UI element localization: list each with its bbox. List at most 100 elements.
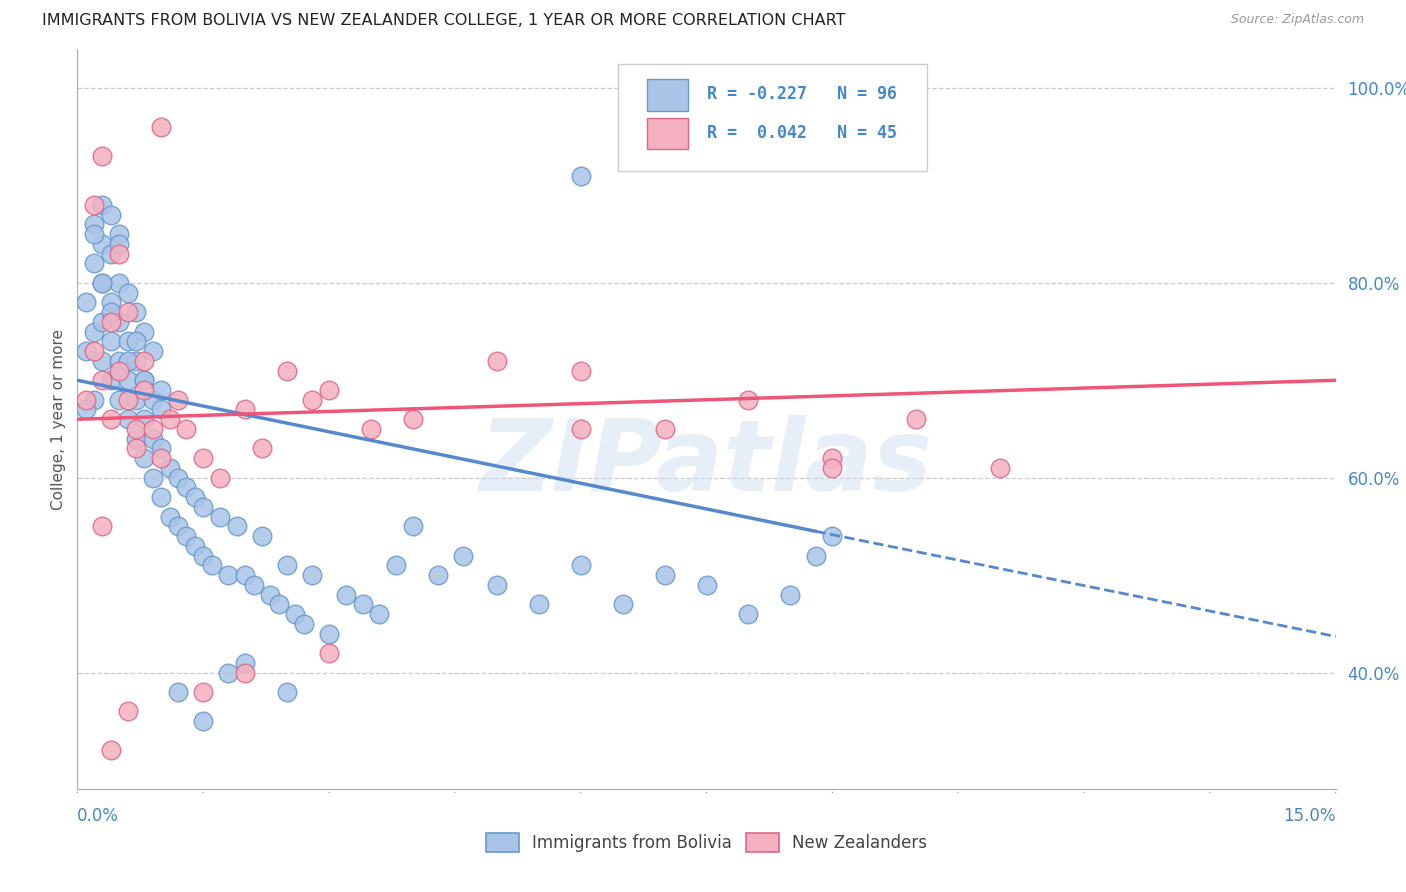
Point: [301, 392, 323, 407]
Point: [335, 588, 357, 602]
Point: [804, 549, 827, 563]
Point: [176, 529, 198, 543]
Point: [250, 529, 273, 543]
Point: [150, 383, 173, 397]
Point: [233, 402, 256, 417]
Point: [117, 412, 139, 426]
Point: [83, 198, 105, 212]
Point: [191, 714, 215, 729]
Point: [83, 325, 105, 339]
Point: [100, 305, 122, 319]
Point: [91, 315, 114, 329]
FancyBboxPatch shape: [647, 79, 688, 111]
Legend: Immigrants from Bolivia, New Zealanders: Immigrants from Bolivia, New Zealanders: [479, 827, 934, 859]
Point: [83, 256, 105, 270]
Point: [75, 402, 97, 417]
Point: [75, 295, 97, 310]
Point: [250, 442, 273, 456]
Point: [233, 665, 256, 680]
Point: [217, 665, 239, 680]
Text: Source: ZipAtlas.com: Source: ZipAtlas.com: [1230, 13, 1364, 27]
Point: [242, 578, 264, 592]
FancyBboxPatch shape: [647, 118, 688, 149]
Point: [83, 218, 105, 232]
Point: [485, 353, 508, 368]
Point: [108, 353, 131, 368]
Point: [108, 392, 131, 407]
Point: [125, 353, 148, 368]
Point: [150, 402, 173, 417]
Point: [83, 344, 105, 359]
Point: [360, 422, 382, 436]
Point: [134, 325, 156, 339]
Point: [150, 490, 173, 504]
Point: [150, 442, 173, 456]
Point: [988, 461, 1011, 475]
Point: [233, 568, 256, 582]
Point: [150, 451, 173, 466]
Point: [134, 353, 156, 368]
Point: [134, 373, 156, 387]
Point: [125, 422, 148, 436]
Point: [108, 363, 131, 377]
Point: [654, 422, 676, 436]
Point: [259, 588, 281, 602]
Text: R = -0.227   N = 96: R = -0.227 N = 96: [707, 86, 897, 103]
Point: [427, 568, 450, 582]
Point: [301, 568, 323, 582]
Point: [821, 529, 844, 543]
Point: [318, 626, 340, 640]
Point: [276, 558, 298, 573]
Point: [142, 344, 165, 359]
Point: [191, 549, 215, 563]
Point: [150, 120, 173, 134]
Point: [117, 334, 139, 349]
Point: [108, 236, 131, 251]
Point: [117, 353, 139, 368]
Point: [117, 305, 139, 319]
Point: [125, 432, 148, 446]
Point: [125, 442, 148, 456]
Point: [737, 607, 759, 621]
FancyBboxPatch shape: [619, 64, 927, 171]
Point: [385, 558, 408, 573]
Point: [125, 305, 148, 319]
Point: [117, 373, 139, 387]
Point: [569, 558, 592, 573]
Point: [159, 509, 181, 524]
Text: 15.0%: 15.0%: [1284, 807, 1336, 825]
Point: [696, 578, 718, 592]
Point: [276, 685, 298, 699]
Point: [821, 461, 844, 475]
Point: [100, 334, 122, 349]
Point: [167, 685, 190, 699]
Point: [233, 656, 256, 670]
Point: [91, 519, 114, 533]
Point: [569, 422, 592, 436]
Point: [352, 598, 374, 612]
Point: [100, 315, 122, 329]
Point: [451, 549, 474, 563]
Point: [167, 519, 190, 533]
Point: [83, 227, 105, 242]
Point: [225, 519, 247, 533]
Point: [108, 276, 131, 290]
Point: [905, 412, 928, 426]
Point: [91, 373, 114, 387]
Point: [134, 373, 156, 387]
Point: [292, 616, 315, 631]
Point: [284, 607, 307, 621]
Point: [142, 422, 165, 436]
Point: [100, 295, 122, 310]
Point: [117, 392, 139, 407]
Point: [83, 392, 105, 407]
Point: [176, 422, 198, 436]
Point: [569, 169, 592, 183]
Point: [142, 432, 165, 446]
Point: [176, 480, 198, 494]
Text: IMMIGRANTS FROM BOLIVIA VS NEW ZEALANDER COLLEGE, 1 YEAR OR MORE CORRELATION CHA: IMMIGRANTS FROM BOLIVIA VS NEW ZEALANDER…: [42, 13, 845, 29]
Point: [200, 558, 222, 573]
Text: 0.0%: 0.0%: [77, 807, 120, 825]
Point: [75, 392, 97, 407]
Point: [91, 276, 114, 290]
